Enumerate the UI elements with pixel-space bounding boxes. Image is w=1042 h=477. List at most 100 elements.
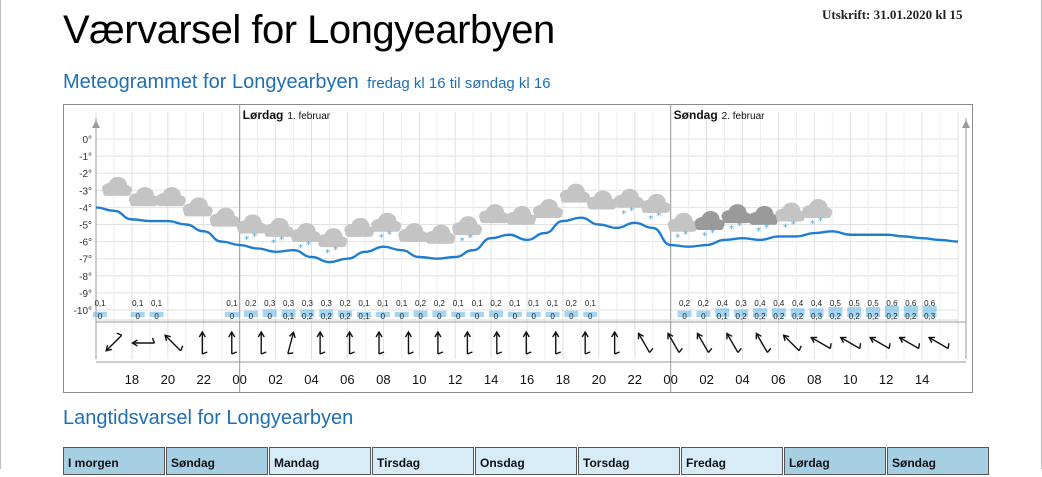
precip-bar: [149, 311, 164, 317]
wind-arrow-barb: [888, 343, 891, 349]
wind-arrow: [257, 330, 267, 355]
wind-arrow: [105, 332, 123, 352]
x-tick-label: 06: [771, 372, 785, 387]
wind-arrow-head: [552, 330, 560, 338]
wind-arrow-head: [839, 336, 847, 343]
precip-min-label: 0: [154, 312, 159, 321]
wind-arrow: [552, 330, 561, 355]
precip-min-label: 0: [249, 312, 254, 321]
precip-max-label: 0,2: [566, 299, 578, 308]
wind-arrow-barb: [584, 351, 591, 355]
wind-arrow-barb: [408, 351, 414, 355]
cloud-part: [587, 202, 616, 210]
wind-arrow-barb: [231, 351, 238, 355]
precip-max-label: 0,5: [849, 299, 861, 308]
snow-icon: *: [702, 231, 707, 242]
weather-symbol: [532, 199, 563, 219]
x-tick-label: 20: [161, 372, 175, 387]
longterm-day-label: Onsdag: [480, 456, 525, 470]
weather-symbol: * *: [748, 205, 779, 237]
x-tick-label: 08: [376, 372, 390, 387]
wind-arrow-shaft: [105, 334, 123, 352]
longterm-day-label: Mandag: [274, 456, 320, 470]
wind-arrow-barb: [859, 343, 862, 349]
longterm-day-cell[interactable]: Onsdag: [475, 447, 577, 475]
weather-symbol: * *: [317, 228, 348, 259]
longterm-day-cell[interactable]: Fredag: [681, 447, 783, 475]
precip-bar: [583, 311, 598, 317]
page-title: Værvarsel for Longyearbyen: [63, 8, 555, 52]
printed-timestamp: Utskrift: 31.01.2020 kl 15: [822, 7, 963, 22]
wind-arrow-barb: [496, 351, 503, 355]
precip-min-label: 0,2: [886, 312, 898, 321]
snow-icon: *: [764, 223, 769, 234]
precip-bar: [828, 307, 843, 317]
longterm-day-cell[interactable]: Søndag: [166, 447, 268, 475]
cloud-part: [641, 205, 670, 213]
x-tick-label: 04: [735, 372, 749, 387]
longterm-day-cell[interactable]: Tirsdag: [372, 447, 474, 475]
wind-arrow: [839, 336, 862, 350]
wind-arrow-barb: [829, 343, 832, 349]
precip-bar: [470, 311, 485, 317]
precip-bar: [903, 305, 918, 317]
precip-bar: [394, 311, 409, 317]
x-tick-label: 02: [699, 372, 713, 387]
cloud-part: [533, 211, 562, 219]
precip-bar: [922, 305, 937, 317]
cloud-part: [318, 240, 347, 248]
weather-symbol: [128, 187, 159, 207]
wind-arrow: [463, 330, 473, 355]
precip-min-label: 0,1: [717, 312, 729, 321]
meteogram-heading: Meteogrammet for Longyearbyen fredag kl …: [63, 71, 551, 94]
precip-min-label: 0,2: [773, 312, 785, 321]
wind-arrow-head: [696, 332, 703, 340]
snow-icon: *: [656, 211, 661, 222]
wind-arrow-barb: [437, 351, 444, 355]
precip-bar: [432, 310, 447, 317]
snow-icon: *: [729, 224, 734, 235]
precip-min-label: 0,1: [283, 312, 295, 321]
longterm-day-cell[interactable]: I morgen: [63, 447, 165, 475]
wind-arrow-head: [131, 339, 138, 347]
wind-arrow-head: [198, 330, 206, 338]
day-label: Lørdag 1. februar: [243, 108, 331, 122]
wind-arrow: [287, 331, 296, 355]
precip-min-label: 0: [475, 312, 480, 321]
snow-icon: *: [737, 221, 742, 232]
precip-bar: [413, 310, 428, 317]
precip-max-label: 0,3: [283, 299, 295, 308]
weather-symbol: [182, 197, 213, 217]
wind-arrow-barb: [798, 345, 802, 352]
wind-arrow: [581, 330, 591, 355]
wind-arrow: [131, 337, 156, 347]
weather-symbol: * *: [775, 202, 806, 233]
longterm-day-cell[interactable]: Søndag: [887, 447, 989, 475]
snow-icon: *: [279, 235, 284, 246]
precip-min-label: 0,3: [811, 312, 823, 321]
longterm-day-cell[interactable]: Lørdag: [784, 447, 886, 475]
precip-bar: [488, 310, 503, 317]
snow-icon: *: [298, 243, 303, 254]
wind-arrow-shaft: [869, 336, 890, 350]
precip-min-label: 0,1: [358, 312, 370, 321]
longterm-day-cell[interactable]: Torsdag: [578, 447, 680, 475]
precip-min-label: 0: [588, 312, 593, 321]
wind-arrow-head: [868, 336, 877, 343]
precip-min-label: 0: [456, 312, 461, 321]
precip-bar: [281, 309, 296, 317]
longterm-day-cell[interactable]: Mandag: [269, 447, 371, 475]
wind-arrow-barb: [349, 351, 355, 355]
precip-bar: [507, 311, 522, 317]
precip-bar: [526, 311, 541, 317]
precip-max-label: 0,4: [792, 299, 804, 308]
wind-arrow-shaft: [783, 334, 800, 352]
snow-icon: *: [648, 214, 653, 225]
cloud-part: [480, 216, 509, 224]
wind-arrow-head: [164, 334, 171, 342]
wind-arrow-head: [522, 330, 530, 338]
snow-icon: *: [244, 234, 249, 245]
x-tick-label: 10: [412, 372, 426, 387]
wind-arrow-head: [927, 336, 935, 343]
weather-symbol: [479, 204, 510, 224]
